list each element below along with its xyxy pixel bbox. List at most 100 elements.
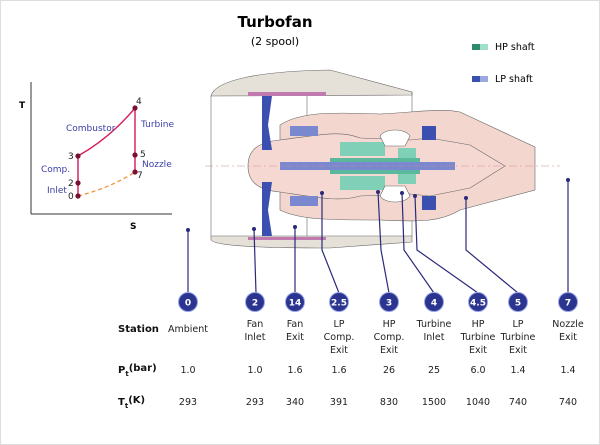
- station-column-5: 5 LP Turbine Exit 1.4 740: [464, 196, 536, 408]
- station-tt-value: 340: [286, 397, 304, 408]
- station-number: 2.5: [331, 299, 347, 309]
- nacelle-upper: [210, 69, 413, 97]
- ts-label-4: 4: [136, 97, 142, 107]
- station-tt-value: 293: [179, 397, 197, 408]
- ts-inlet-label: Inlet: [47, 186, 67, 196]
- ts-label-3: 3: [68, 152, 74, 162]
- fan-blade-lower: [262, 182, 272, 236]
- lp-turbine-lower: [422, 196, 436, 210]
- station-leader-dot: [400, 191, 404, 195]
- station-name: HP: [383, 319, 396, 330]
- station-number: 5: [515, 299, 521, 309]
- ts-label-2: 2: [68, 179, 74, 189]
- station-leader-line: [321, 193, 340, 294]
- station-pt-value: 1.6: [287, 365, 302, 376]
- station-leader-line: [253, 228, 257, 294]
- hp-compressor-upper: [340, 142, 385, 156]
- legend-lp-shaft: LP shaft: [495, 74, 533, 85]
- station-badge: [285, 292, 305, 312]
- hp-shaft-lower: [330, 170, 420, 174]
- station-number: 7: [565, 299, 571, 309]
- ts-nozzle-label: Nozzle: [142, 160, 172, 170]
- station-name: Turbine: [460, 332, 496, 343]
- station-tt-value: 1040: [466, 397, 490, 408]
- station-name: Turbine: [416, 319, 452, 330]
- station-name: Nozzle: [552, 319, 584, 330]
- hp-compressor-lower: [340, 176, 385, 190]
- station-column-2.5: 2.5 LP Comp. Exit 1.6 391: [320, 191, 354, 408]
- station-leader-dot: [413, 194, 417, 198]
- station-column-4.5: 4.5 HP Turbine Exit 6.0 1040: [413, 194, 496, 408]
- station-name: Comp.: [374, 332, 405, 343]
- lp-turbine-upper: [422, 126, 436, 140]
- station-tt-value: 391: [330, 397, 348, 408]
- ts-point-5: [132, 152, 138, 158]
- ts-comp-label: Comp.: [41, 165, 70, 175]
- station-tt-value: 1500: [422, 397, 446, 408]
- ts-combustor-label: Combustor: [66, 124, 116, 134]
- station-number: 4: [431, 299, 437, 309]
- legend-hp-shaft: HP shaft: [495, 42, 535, 53]
- ts-point-2: [75, 180, 81, 186]
- ts-point-0: [75, 193, 81, 199]
- pt-row-label: Pt(bar): [118, 363, 157, 378]
- station-name: Fan: [287, 319, 303, 330]
- station-name: Exit: [380, 345, 398, 356]
- station-name: Ambient: [168, 324, 208, 335]
- ts-label-5: 5: [140, 150, 146, 160]
- hp-shaft-swatch: [472, 44, 480, 50]
- station-name: Exit: [286, 332, 304, 343]
- fan-blade-upper: [262, 96, 272, 150]
- cycle-process-line: [77, 106, 136, 196]
- station-row-label: Station: [118, 324, 159, 335]
- station-name: HP: [472, 319, 485, 330]
- station-leader-dot: [464, 196, 468, 200]
- station-tt-value: 740: [509, 397, 527, 408]
- station-leader-dot: [252, 227, 256, 231]
- station-name: Fan: [247, 319, 263, 330]
- station-leader-line: [465, 198, 519, 294]
- station-leader-dot: [293, 225, 297, 229]
- hp-shaft-upper: [330, 158, 420, 162]
- combustor-lower: [379, 185, 411, 203]
- station-badge: [178, 292, 198, 312]
- fan-case-lower: [248, 237, 326, 240]
- station-pt-value: 1.6: [331, 365, 346, 376]
- station-name: Exit: [509, 345, 527, 356]
- station-name: Exit: [330, 345, 348, 356]
- station-name: Inlet: [244, 332, 265, 343]
- station-leader-dot: [186, 228, 190, 232]
- station-name: Comp.: [324, 332, 355, 343]
- station-pt-value: 1.4: [510, 365, 525, 376]
- engine-cross-section: [205, 69, 560, 249]
- hp-turbine-lower: [398, 172, 416, 184]
- station-name: Exit: [469, 345, 487, 356]
- exhaust-heat-rejection-line: [77, 171, 136, 197]
- lp-shaft-swatch-light: [480, 76, 488, 82]
- title: Turbofan: [237, 13, 312, 31]
- station-pt-value: 6.0: [470, 365, 485, 376]
- station-column-3: 3 HP Comp. Exit 26 830: [374, 190, 405, 408]
- station-pt-value: 1.0: [180, 365, 195, 376]
- station-leader-line: [377, 191, 390, 294]
- station-badge: [468, 292, 488, 312]
- station-leader-dot: [566, 178, 570, 182]
- station-columns: 0 Ambient 1.0 293 2 Fan Inlet 1.0 293 14 Fan Exit 1.…: [168, 178, 584, 408]
- station-tt-value: 830: [380, 397, 398, 408]
- station-name: LP: [512, 319, 523, 330]
- ts-point-3: [75, 153, 81, 159]
- station-name: Inlet: [423, 332, 444, 343]
- station-column-7: 7 Nozzle Exit 1.4 740: [552, 178, 584, 408]
- subtitle: (2 spool): [251, 35, 299, 48]
- t-axis-label: T: [19, 101, 26, 111]
- station-leader-line: [414, 195, 479, 294]
- lp-compressor-upper: [290, 126, 318, 136]
- station-number: 14: [289, 299, 302, 309]
- row-labels: Station Pt(bar) Tt(K): [118, 324, 159, 410]
- station-leader-line: [401, 192, 435, 294]
- station-leader-dot: [376, 190, 380, 194]
- lp-shaft-swatch: [472, 76, 480, 82]
- station-number: 0: [185, 299, 191, 309]
- station-badge: [424, 292, 444, 312]
